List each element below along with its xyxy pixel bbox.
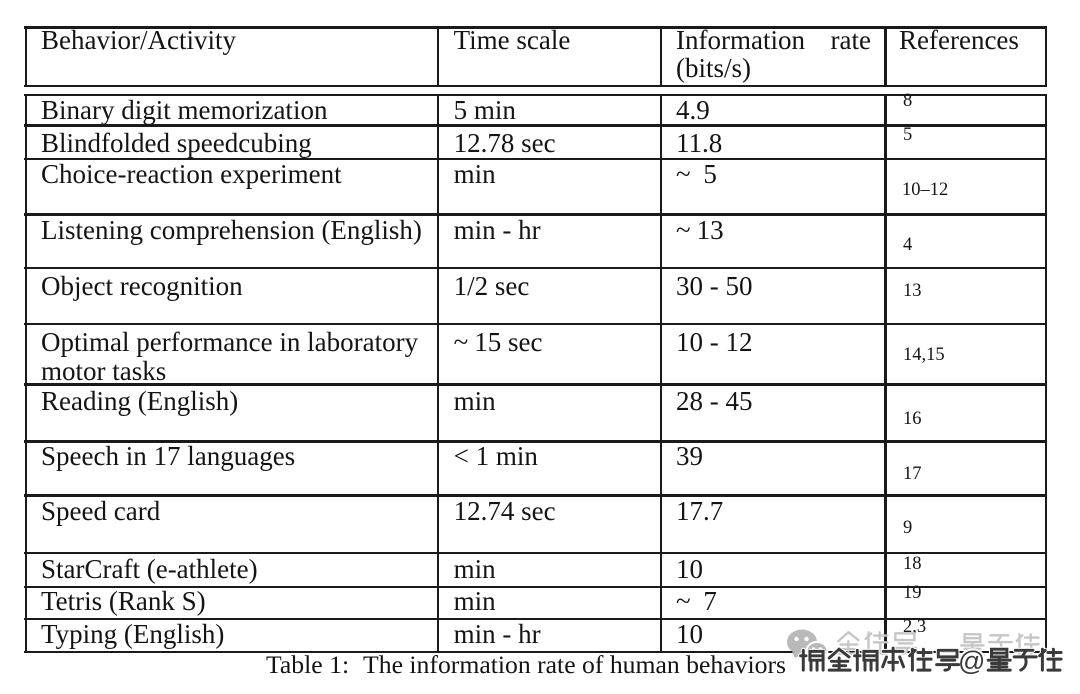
svg-text:@: @ [958, 646, 985, 676]
svg-text:@: @ [958, 646, 985, 676]
